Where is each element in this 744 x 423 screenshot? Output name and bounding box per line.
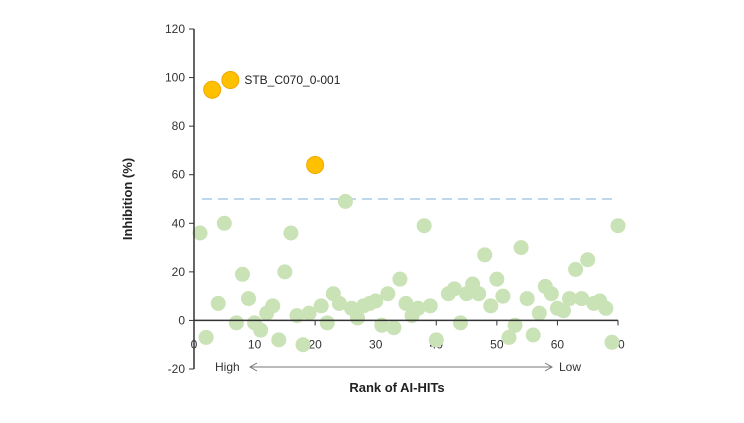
non-hit-point xyxy=(337,193,353,209)
non-hit-point xyxy=(531,305,547,321)
non-hit-point xyxy=(228,315,244,331)
x-tick-label: 50 xyxy=(490,337,504,351)
non-hit-point xyxy=(265,298,281,314)
non-hit-point xyxy=(580,252,596,268)
hit-point xyxy=(221,71,240,89)
non-hit-point xyxy=(241,291,257,307)
non-hit-point xyxy=(216,215,232,231)
non-hit-point xyxy=(398,295,414,311)
y-tick-label: 60 xyxy=(172,168,186,182)
non-hit-point xyxy=(198,329,214,345)
non-hit-point xyxy=(422,298,438,314)
non-hit-point xyxy=(604,334,620,350)
non-hit-point xyxy=(519,291,535,307)
non-hit-point xyxy=(295,337,311,353)
non-hit-point xyxy=(283,225,299,241)
non-hit-point xyxy=(319,315,335,331)
non-hit-point xyxy=(386,320,402,336)
non-hit-point xyxy=(289,308,305,324)
y-tick-label: 0 xyxy=(178,313,185,327)
non-hit-point xyxy=(574,291,590,307)
rank-arrow-left-head xyxy=(248,362,258,372)
y-tick-label: 20 xyxy=(172,265,186,279)
non-hit-point xyxy=(410,300,426,316)
x-tick-label: 10 xyxy=(248,337,262,351)
non-hit-point xyxy=(277,264,293,280)
non-hit-point xyxy=(313,298,329,314)
non-hit-point xyxy=(210,295,226,311)
y-tick-label: 80 xyxy=(172,119,186,133)
non-hit-point xyxy=(446,281,462,297)
hit-compound-label: STB_C070_0-001 xyxy=(244,73,340,87)
non-hit-points xyxy=(192,193,626,353)
non-hit-point xyxy=(234,266,250,282)
x-tick-label: 60 xyxy=(551,337,565,351)
non-hit-point xyxy=(477,247,493,263)
y-tick-label: 100 xyxy=(165,71,185,85)
y-tick-label: 120 xyxy=(165,22,185,36)
non-hit-point xyxy=(380,286,396,302)
non-hit-point xyxy=(495,288,511,304)
non-hit-point xyxy=(471,286,487,302)
non-hit-point xyxy=(271,332,287,348)
x-axis-ticks: 010203040506070 xyxy=(191,320,625,351)
non-hit-point xyxy=(416,218,432,234)
non-hit-point xyxy=(350,310,366,326)
non-hit-point xyxy=(525,327,541,343)
hit-points xyxy=(203,71,325,174)
x-tick-label: 30 xyxy=(369,337,383,351)
non-hit-point xyxy=(331,295,347,311)
y-axis-title: Inhibition (%) xyxy=(120,158,135,240)
rank-arrow-right-head xyxy=(544,362,554,372)
non-hit-point xyxy=(368,293,384,309)
y-axis-ticks: -20 0 20 40 60 80 100 120 xyxy=(165,22,194,376)
non-hit-point xyxy=(392,271,408,287)
x-axis-title: Rank of AI-HITs xyxy=(349,380,444,395)
x-tick-label: 20 xyxy=(308,337,322,351)
non-hit-point xyxy=(489,271,505,287)
non-hit-point xyxy=(374,317,390,333)
rank-high-label: High xyxy=(215,360,240,374)
non-hit-point xyxy=(428,332,444,348)
non-hit-point xyxy=(301,305,317,321)
non-hit-point xyxy=(543,286,559,302)
non-hit-point xyxy=(507,317,523,333)
non-hit-point xyxy=(483,298,499,314)
rank-direction-arrow xyxy=(248,362,554,372)
non-hit-point xyxy=(610,218,626,234)
non-hit-point xyxy=(253,322,269,338)
non-hit-point xyxy=(555,303,571,319)
non-hit-point xyxy=(453,315,469,331)
hit-point xyxy=(306,156,325,174)
non-hit-point xyxy=(192,225,208,241)
non-hit-point xyxy=(513,240,529,256)
y-tick-label: 40 xyxy=(172,216,186,230)
non-hit-point xyxy=(501,329,517,345)
rank-low-label: Low xyxy=(559,360,581,374)
non-hit-point xyxy=(598,300,614,316)
hit-point xyxy=(203,80,222,99)
non-hit-point xyxy=(562,291,578,307)
non-hit-point xyxy=(568,261,584,277)
y-tick-label: -20 xyxy=(168,362,186,376)
